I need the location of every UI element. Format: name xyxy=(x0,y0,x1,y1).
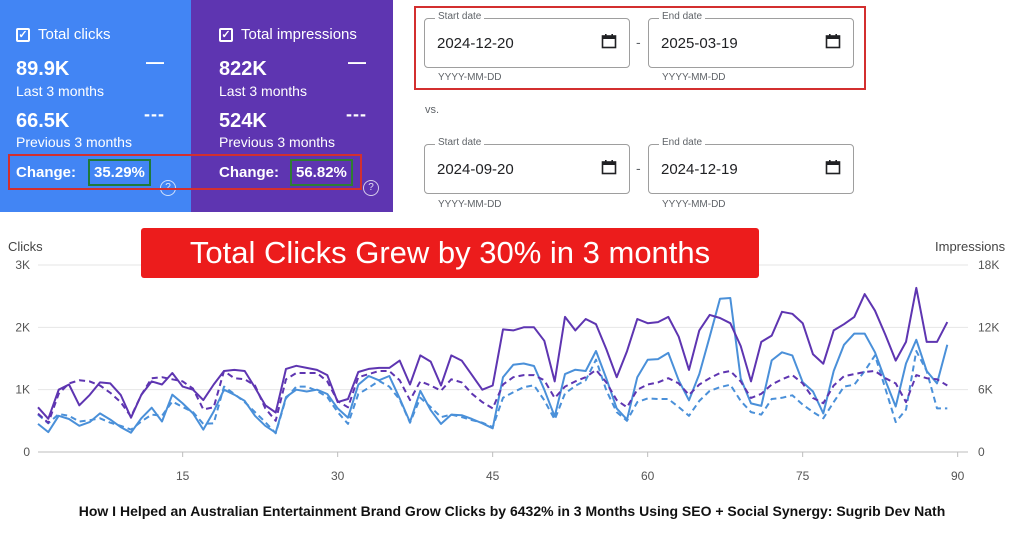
headline-banner: Total Clicks Grew by 30% in 3 months xyxy=(141,228,759,278)
current-value: 822K xyxy=(219,58,267,80)
calendar-icon[interactable] xyxy=(601,159,617,175)
field-value: 2024-09-20 xyxy=(437,161,514,178)
y-tick-label: 3K xyxy=(15,258,30,272)
previous-value: 524K xyxy=(219,110,267,132)
current-period-label: Last 3 months xyxy=(219,83,307,99)
help-icon[interactable]: ? xyxy=(363,180,379,196)
start-date-field[interactable]: Start date 2024-09-20 xyxy=(424,137,630,194)
dashed-line-legend-icon: --- xyxy=(144,104,165,124)
total-impressions-card[interactable]: ✓ Total impressions 822K — Last 3 months… xyxy=(191,0,393,212)
date-format-hint: YYYY-MM-DD xyxy=(662,72,726,83)
total-clicks-card[interactable]: ✓ Total clicks 89.9K — Last 3 months 66.… xyxy=(0,0,191,212)
previous-period-label: Previous 3 months xyxy=(16,134,132,150)
change-highlight-box xyxy=(8,154,362,190)
x-tick-label: 75 xyxy=(796,469,810,483)
series-line xyxy=(37,350,948,435)
y2-tick-label: 0 xyxy=(978,445,985,459)
field-value: 2025-03-19 xyxy=(661,35,738,52)
field-value: 2024-12-19 xyxy=(661,161,738,178)
end-date-field[interactable]: End date 2025-03-19 xyxy=(648,11,854,68)
range-separator: - xyxy=(636,34,641,50)
x-tick-label: 45 xyxy=(486,469,500,483)
field-label: Start date xyxy=(435,137,485,148)
series-line xyxy=(37,297,949,434)
card-title: Total clicks xyxy=(38,26,111,43)
vs-label: vs. xyxy=(425,104,440,116)
date-format-hint: YYYY-MM-DD xyxy=(438,72,502,83)
previous-value: 66.5K xyxy=(16,110,70,132)
change-value: 56.82% xyxy=(290,159,353,186)
caption: How I Helped an Australian Entertainment… xyxy=(78,503,946,519)
date-format-hint: YYYY-MM-DD xyxy=(438,199,502,210)
current-period-label: Last 3 months xyxy=(16,83,104,99)
calendar-icon[interactable] xyxy=(601,33,617,49)
date-format-hint: YYYY-MM-DD xyxy=(662,199,726,210)
change-label: Change: xyxy=(16,164,76,181)
x-tick-label: 30 xyxy=(331,469,345,483)
series-line xyxy=(37,368,948,424)
card-title: Total impressions xyxy=(241,26,357,43)
series-line xyxy=(37,286,949,420)
start-date-field[interactable]: Start date 2024-12-20 xyxy=(424,11,630,68)
checkbox-checked-icon[interactable]: ✓ xyxy=(219,28,233,42)
y2-tick-label: 18K xyxy=(978,258,999,272)
change-label: Change: xyxy=(219,164,279,181)
x-tick-label: 90 xyxy=(951,469,965,483)
solid-line-legend-icon: — xyxy=(348,52,367,72)
y-tick-label: 2K xyxy=(15,320,30,334)
y2-tick-label: 12K xyxy=(978,320,999,334)
field-label: End date xyxy=(659,137,706,148)
x-tick-label: 60 xyxy=(641,469,655,483)
solid-line-legend-icon: — xyxy=(146,52,165,72)
y-axis-title: Clicks xyxy=(8,239,43,254)
y2-tick-label: 6K xyxy=(978,383,993,397)
dashed-line-legend-icon: --- xyxy=(346,104,367,124)
current-value: 89.9K xyxy=(16,58,70,80)
y2-axis-title: Impressions xyxy=(935,239,1006,254)
previous-period-label: Previous 3 months xyxy=(219,134,335,150)
field-label: Start date xyxy=(435,11,485,22)
field-value: 2024-12-20 xyxy=(437,35,514,52)
date-range-highlight-box xyxy=(414,6,866,90)
end-date-field[interactable]: End date 2024-12-19 xyxy=(648,137,854,194)
y-tick-label: 0 xyxy=(23,445,30,459)
x-tick-label: 15 xyxy=(176,469,190,483)
field-label: End date xyxy=(659,11,706,22)
checkbox-checked-icon[interactable]: ✓ xyxy=(16,28,30,42)
y-tick-label: 1K xyxy=(15,383,30,397)
range-separator: - xyxy=(636,160,641,176)
calendar-icon[interactable] xyxy=(825,159,841,175)
calendar-icon[interactable] xyxy=(825,33,841,49)
change-value: 35.29% xyxy=(88,159,151,186)
